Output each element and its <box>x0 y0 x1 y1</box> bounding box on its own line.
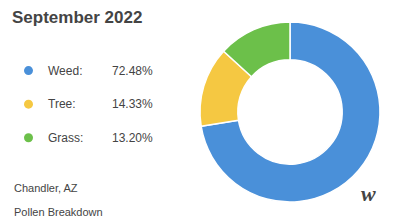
svg-text:Pollen Breakdown: Pollen Breakdown <box>14 206 103 218</box>
svg-text:14.33%: 14.33% <box>112 97 153 111</box>
svg-text:Weed:: Weed: <box>48 64 82 78</box>
svg-text:Chandler, AZ: Chandler, AZ <box>14 182 78 194</box>
svg-text:w: w <box>361 181 376 206</box>
svg-text:September 2022: September 2022 <box>12 8 142 27</box>
svg-text:Tree:: Tree: <box>48 97 76 111</box>
svg-text:72.48%: 72.48% <box>112 64 153 78</box>
svg-text:13.20%: 13.20% <box>112 131 153 145</box>
svg-text:Grass:: Grass: <box>48 131 83 145</box>
